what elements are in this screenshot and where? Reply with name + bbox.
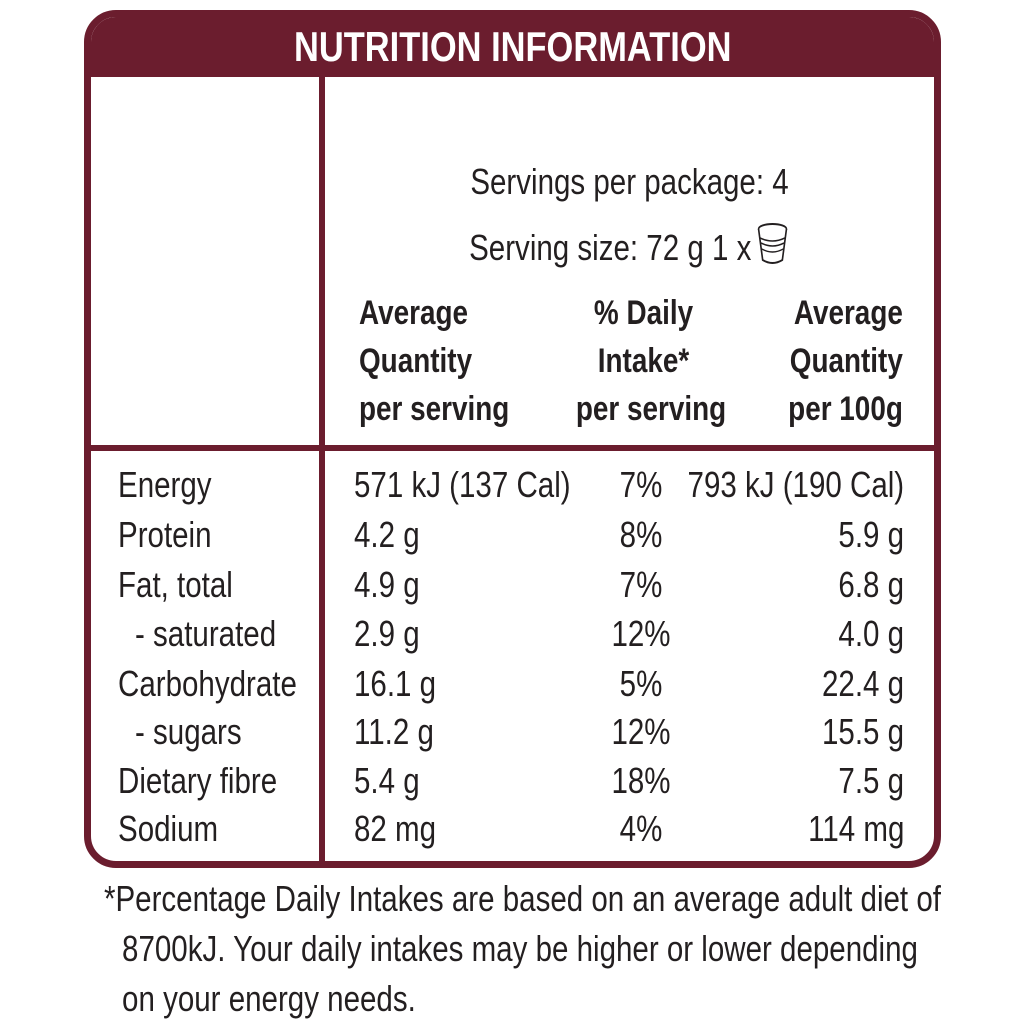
per-serving-value: 11.2 g [354,711,434,752]
footnote-line: *Percentage Daily Intakes are based on a… [104,878,941,919]
nutrient-name: Protein [118,514,212,555]
per-serving-value: 4.2 g [354,514,420,555]
table-row: Sodium 82 mg 4% 114 mg [91,809,934,858]
serving-size-line: Serving size: 72 g 1 x [325,222,934,274]
nutrition-panel: NUTRITION INFORMATION Servings per packa… [84,10,941,868]
per-serving-value: 5.4 g [354,760,420,801]
header-divider [91,445,934,451]
per-100g-value: 15.5 g [821,711,904,752]
nutrient-name: Sodium [118,808,219,849]
table-row: - saturated 2.9 g 12% 4.0 g [91,614,934,663]
daily-intake-value: 18% [611,760,671,801]
column-divider [319,77,325,861]
yogurt-cup-icon [757,222,790,274]
table-row: Dietary fibre 5.4 g 18% 7.5 g [91,761,934,810]
title-bar: NUTRITION INFORMATION [91,17,934,77]
per-100g-value: 6.8 g [838,564,904,605]
panel-title: NUTRITION INFORMATION [293,23,732,70]
table-row: - sugars 11.2 g 12% 15.5 g [91,712,934,761]
nutrient-name: - saturated [135,613,277,654]
daily-intake-value: 4% [619,808,663,849]
table-row: Fat, total 4.9 g 7% 6.8 g [91,565,934,614]
per-100g-value: 22.4 g [821,663,904,704]
daily-intake-value: 7% [619,564,663,605]
footnote-line: 8700kJ. Your daily intakes may be higher… [122,928,918,969]
per-serving-value: 4.9 g [354,564,420,605]
nutrient-name: - sugars [135,711,242,752]
servings-per-package: Servings per package: 4 [470,161,789,202]
header-per-100g: Average Quantity per 100g [788,294,903,428]
daily-intake-footnote: *Percentage Daily Intakes are based on a… [104,874,941,1024]
table-row: Protein 4.2 g 8% 5.9 g [91,515,934,564]
daily-intake-value: 12% [611,613,671,654]
daily-intake-value: 5% [619,663,663,704]
per-serving-value: 82 mg [354,808,437,849]
table-row: Carbohydrate 16.1 g 5% 22.4 g [91,664,934,713]
daily-intake-value: 8% [619,514,663,555]
footnote-line: on your energy needs. [122,978,416,1019]
per-100g-value: 114 mg [807,808,904,849]
daily-intake-value: 12% [611,711,671,752]
nutrient-name: Fat, total [118,564,233,605]
per-serving-value: 2.9 g [354,613,420,654]
per-serving-value: 16.1 g [354,663,437,704]
per-100g-value: 5.9 g [838,514,904,555]
header-per-serving: Average Quantity per serving [359,294,510,428]
daily-intake-value: 7% [619,464,663,505]
serving-size: Serving size: 72 g 1 x [469,227,752,268]
nutrient-name: Energy [118,464,212,505]
nutrient-name: Carbohydrate [118,663,297,704]
table-row: Energy 571 kJ (137 Cal) 7% 793 kJ (190 C… [91,465,934,514]
header-daily-intake: % Daily Intake* per serving [575,294,727,428]
per-100g-value: 4.0 g [838,613,904,654]
per-100g-value: 7.5 g [838,760,904,801]
per-serving-value: 571 kJ (137 Cal) [354,464,571,505]
nutrient-name: Dietary fibre [118,760,278,801]
per-100g-value: 793 kJ (190 Cal) [687,464,904,505]
